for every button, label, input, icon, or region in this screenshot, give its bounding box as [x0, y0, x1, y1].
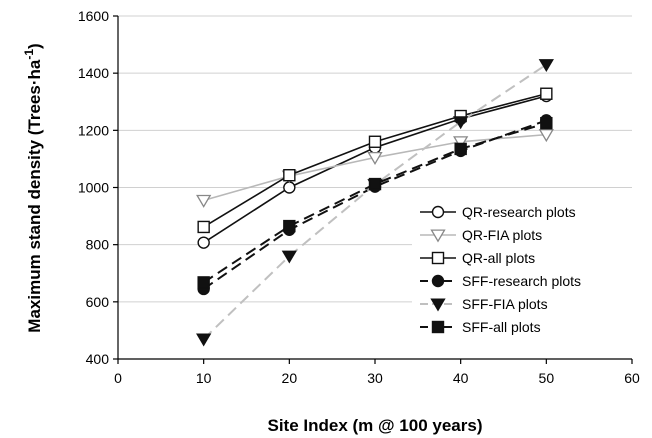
- tick-labels: 400 600 800 1000 1200 1400 1600 0 10 20 30 40 50 60: [78, 8, 640, 386]
- series-layer: [196, 59, 554, 347]
- legend-label-4: SFF-FIA plots: [462, 296, 548, 312]
- legend-entry-1: QR-FIA plots: [420, 227, 542, 243]
- legend-label-0: QR-research plots: [462, 204, 576, 220]
- legend-entry-5: SFF-all plots: [420, 319, 541, 335]
- y-tick-label-600: 600: [86, 294, 110, 310]
- x-tick-label-40: 40: [453, 370, 469, 386]
- series-4-point-1: [281, 250, 297, 264]
- legend-label-1: QR-FIA plots: [462, 227, 542, 243]
- y-tick-label-1400: 1400: [78, 65, 109, 81]
- series-5: [197, 116, 553, 289]
- axes: [113, 15, 633, 364]
- legend-marker-1: [430, 229, 446, 243]
- legend-entry-4: SFF-FIA plots: [420, 296, 548, 312]
- legend-marker-0: [431, 205, 445, 219]
- legend-entry-0: QR-research plots: [420, 204, 576, 220]
- legend-marker-3: [431, 274, 445, 288]
- x-tick-label-30: 30: [367, 370, 383, 386]
- series-2-point-4: [540, 87, 553, 100]
- series-0-point-1: [283, 181, 296, 194]
- legend-label-5: SFF-all plots: [462, 319, 541, 335]
- series-5-point-0: [197, 276, 210, 289]
- y-axis-title: Maximum stand density (Trees·ha-1): [22, 43, 44, 332]
- legend-marker-5: [431, 320, 445, 334]
- series-2-point-2: [368, 135, 382, 148]
- legend-box: [412, 195, 634, 341]
- series-line-3: [203, 119, 547, 290]
- x-tick-label-10: 10: [196, 370, 212, 386]
- y-axis-title-close: ): [25, 43, 44, 49]
- series-0-point-0: [197, 236, 210, 249]
- series-1-point-3: [453, 136, 469, 150]
- legend-entry-3: SFF-research plots: [420, 273, 581, 289]
- y-tick-label-400: 400: [86, 351, 110, 367]
- legend-entry-2: QR-all plots: [420, 250, 535, 266]
- legend-marker-2: [431, 251, 445, 265]
- y-tick-label-1600: 1600: [78, 8, 109, 24]
- series-4-point-3: [453, 116, 469, 130]
- legend: QR-research plots QR-FIA plots QR-all plot…: [412, 195, 634, 341]
- series-1-point-4: [538, 129, 554, 143]
- legend-label-2: QR-all plots: [462, 250, 535, 266]
- x-tick-label-50: 50: [539, 370, 555, 386]
- series-4-point-0: [196, 333, 212, 347]
- legend-label-3: SFF-research plots: [462, 273, 581, 289]
- x-tick-label-60: 60: [624, 370, 640, 386]
- x-axis-title: Site Index (m @ 100 years): [267, 416, 482, 435]
- series-5-point-3: [454, 142, 467, 156]
- series-5-point-2: [368, 177, 382, 191]
- y-tick-label-1200: 1200: [78, 122, 109, 138]
- x-tick-label-20: 20: [282, 370, 298, 386]
- series-2: [197, 87, 553, 234]
- y-axis-title-main: Maximum stand density (Trees·ha: [25, 59, 44, 333]
- series-5-point-4: [540, 116, 553, 130]
- series-2-point-0: [197, 220, 210, 234]
- series-2-point-1: [283, 169, 296, 182]
- x-tick-label-0: 0: [114, 370, 122, 386]
- series-5-point-1: [283, 219, 296, 233]
- series-4-point-4: [538, 59, 554, 73]
- y-axis-title-superscript: -1: [22, 49, 36, 60]
- series-1-point-2: [367, 151, 383, 165]
- series-1-point-0: [196, 194, 212, 208]
- y-tick-label-800: 800: [86, 237, 110, 253]
- y-tick-label-1000: 1000: [78, 180, 109, 196]
- legend-marker-4: [430, 298, 446, 312]
